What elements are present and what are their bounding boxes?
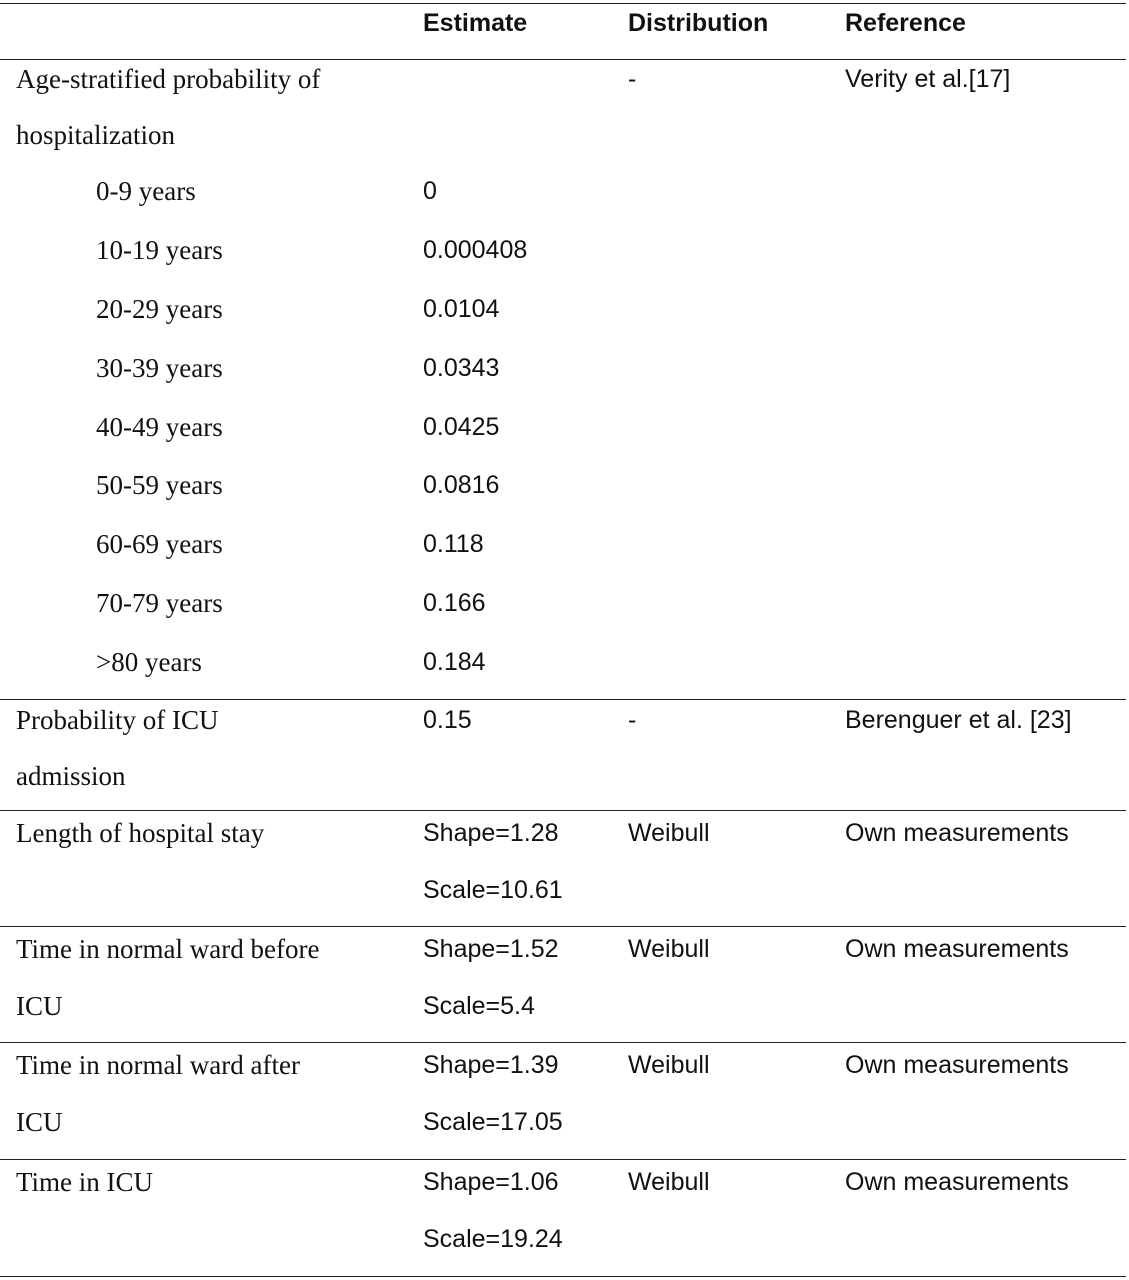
age-label: 60-69 years bbox=[96, 529, 223, 559]
stay-reference: Own measurements bbox=[845, 1051, 1069, 1079]
age-value: 0.0343 bbox=[423, 354, 500, 382]
scale-value: Scale=5.4 bbox=[423, 992, 535, 1020]
age-reference: Verity et al.[17] bbox=[845, 65, 1011, 93]
age-distribution: - bbox=[628, 65, 637, 93]
age-value: 0.118 bbox=[423, 530, 484, 558]
age-label: 20-29 years bbox=[96, 294, 223, 324]
param-stay-line2: ICU bbox=[16, 991, 63, 1021]
param-stay-line2: ICU bbox=[16, 1107, 63, 1137]
top-rule bbox=[0, 3, 1126, 4]
header-distribution: Distribution bbox=[628, 9, 769, 37]
header-reference: Reference bbox=[845, 9, 966, 37]
shape-value: Shape=1.28 bbox=[423, 819, 559, 847]
icu-distribution: - bbox=[628, 706, 637, 734]
age-label: 0-9 years bbox=[96, 176, 196, 206]
age-value: 0.000408 bbox=[423, 236, 528, 264]
header-rule bbox=[0, 59, 1126, 60]
age-label: >80 years bbox=[96, 647, 202, 677]
icu-estimate: 0.15 bbox=[423, 706, 472, 734]
param-stay-line1: Length of hospital stay bbox=[16, 818, 265, 848]
bottom-rule bbox=[0, 1276, 1126, 1277]
param-icu-line2: admission bbox=[16, 761, 126, 791]
stay-reference: Own measurements bbox=[845, 1168, 1069, 1196]
shape-value: Shape=1.39 bbox=[423, 1051, 559, 1079]
icu-reference: Berenguer et al. [23] bbox=[845, 706, 1072, 734]
param-stay-line1: Time in normal ward before bbox=[16, 934, 320, 964]
param-stay-line1: Time in ICU bbox=[16, 1167, 154, 1197]
row-rule bbox=[0, 699, 1126, 700]
scale-value: Scale=19.24 bbox=[423, 1225, 563, 1253]
age-label: 10-19 years bbox=[96, 235, 223, 265]
row-rule bbox=[0, 1042, 1126, 1043]
row-rule bbox=[0, 810, 1126, 811]
param-age-line2: hospitalization bbox=[16, 120, 175, 150]
param-icu-line1: Probability of ICU bbox=[16, 705, 219, 735]
param-age-line1: Age-stratified probability of bbox=[16, 64, 321, 94]
row-rule bbox=[0, 926, 1126, 927]
age-value: 0.166 bbox=[423, 589, 486, 617]
stay-distribution: Weibull bbox=[628, 819, 710, 847]
age-value: 0.0425 bbox=[423, 413, 500, 441]
stay-reference: Own measurements bbox=[845, 819, 1069, 847]
stay-distribution: Weibull bbox=[628, 935, 710, 963]
scale-value: Scale=10.61 bbox=[423, 876, 563, 904]
age-label: 40-49 years bbox=[96, 412, 223, 442]
stay-distribution: Weibull bbox=[628, 1168, 710, 1196]
shape-value: Shape=1.52 bbox=[423, 935, 559, 963]
age-value: 0 bbox=[423, 177, 437, 205]
age-label: 70-79 years bbox=[96, 588, 223, 618]
age-label: 30-39 years bbox=[96, 353, 223, 383]
param-stay-line1: Time in normal ward after bbox=[16, 1050, 300, 1080]
header-estimate: Estimate bbox=[423, 9, 528, 37]
scale-value: Scale=17.05 bbox=[423, 1108, 563, 1136]
shape-value: Shape=1.06 bbox=[423, 1168, 559, 1196]
age-value: 0.184 bbox=[423, 648, 486, 676]
stay-reference: Own measurements bbox=[845, 935, 1069, 963]
stay-distribution: Weibull bbox=[628, 1051, 710, 1079]
age-value: 0.0816 bbox=[423, 471, 500, 499]
row-rule bbox=[0, 1159, 1126, 1160]
age-value: 0.0104 bbox=[423, 295, 500, 323]
age-label: 50-59 years bbox=[96, 470, 223, 500]
